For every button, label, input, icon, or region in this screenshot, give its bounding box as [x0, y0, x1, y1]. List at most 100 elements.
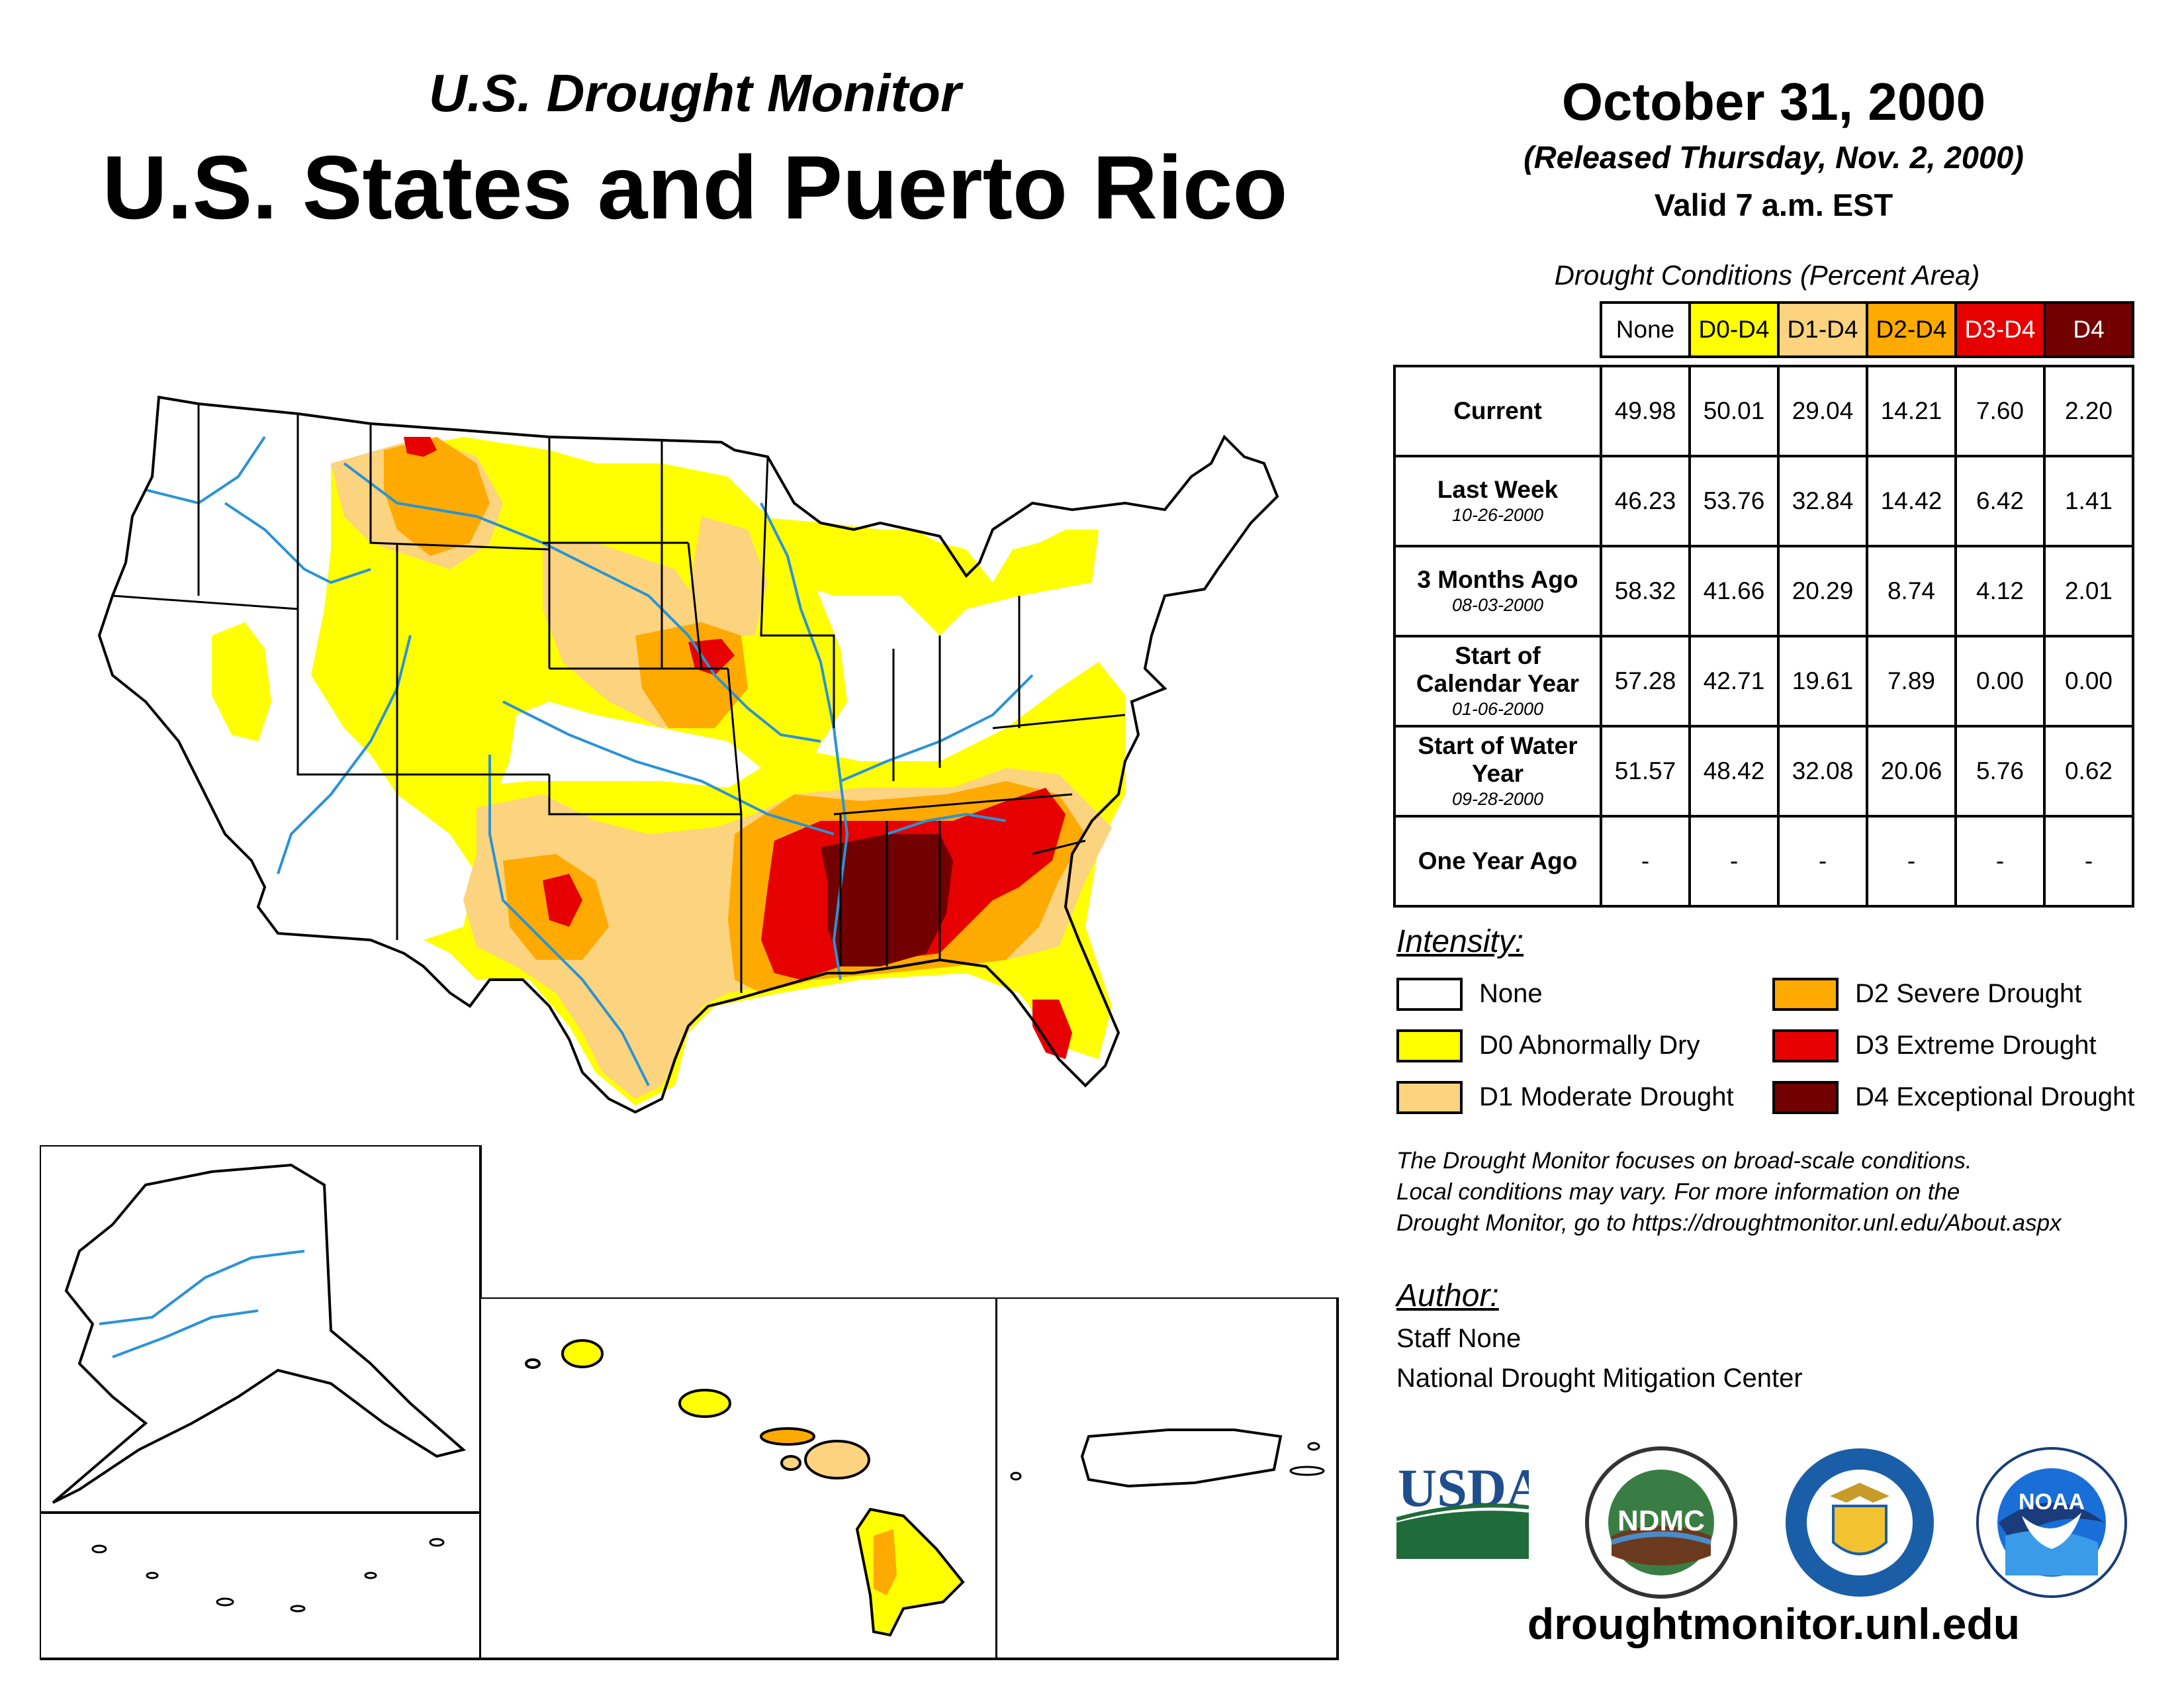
table-cell: 46.23	[1600, 455, 1691, 547]
aleutian-island	[290, 1605, 306, 1613]
conus-map	[97, 395, 1279, 1114]
legend-swatch	[1772, 1081, 1839, 1114]
table-cell: 6.42	[1954, 455, 2046, 547]
row-date: 09-28-2000	[1451, 789, 1544, 809]
table-cell: 0.62	[2043, 725, 2134, 818]
table-cell: 57.28	[1600, 635, 1691, 727]
col-header-d4: D4	[2043, 301, 2134, 358]
table-cell: 20.06	[1866, 725, 1957, 818]
legend-swatch	[1772, 1029, 1839, 1062]
table-cell: -	[1777, 815, 1868, 908]
note-line-link[interactable]: Drought Monitor, go to https://droughtmo…	[1396, 1210, 2062, 1236]
legend-label: D3 Extreme Drought	[1855, 1031, 2097, 1060]
island-niihau	[525, 1358, 541, 1369]
river-mississippi	[760, 502, 849, 980]
row-label-text: One Year Ago	[1418, 847, 1578, 874]
legend-swatch	[1772, 978, 1839, 1011]
table-body: Current 49.98 50.01 29.04 14.21 7.60 2.20 Last …	[1393, 365, 2134, 908]
row-label-text: Start of Water Year	[1418, 732, 1578, 787]
table-row: Start of Calendar Year 01-06-2000 57.28 42.…	[1393, 635, 2134, 727]
row-label-text: Start of Calendar Year	[1416, 642, 1580, 697]
col-header-d0-d4: D0-D4	[1688, 301, 1780, 358]
table-cell: 32.08	[1777, 725, 1868, 818]
row-label-text: Last Week	[1437, 476, 1559, 503]
table-cell: 7.60	[1954, 365, 2046, 457]
col-header-d1-d4: D1-D4	[1777, 301, 1868, 358]
author-name: Staff None	[1396, 1324, 1522, 1353]
river-kuskokwim	[112, 1309, 259, 1358]
alaska-inset	[40, 1145, 482, 1660]
noaa-logo-text: NOAA	[2019, 1489, 2085, 1515]
d0-nevada-patch	[212, 622, 271, 741]
island-oahu	[678, 1389, 731, 1418]
map-date: October 31, 2000	[1561, 72, 1986, 131]
river-colorado	[277, 635, 412, 874]
table-cell: -	[1600, 815, 1691, 908]
ndmc-logo: NDMC	[1585, 1446, 1737, 1599]
note-line: The Drought Monitor focuses on broad-sca…	[1396, 1148, 1972, 1174]
release-date: (Released Thursday, Nov. 2, 2000)	[1524, 140, 2024, 175]
table-cell: 8.74	[1866, 545, 1957, 637]
conus-outline	[97, 395, 1279, 1114]
table-caption: Drought Conditions (Percent Area)	[1554, 259, 1980, 291]
table-row: 3 Months Ago 08-03-2000 58.32 41.66 20.29 8.7…	[1393, 545, 2134, 637]
row-label: 3 Months Ago 08-03-2000	[1393, 545, 1602, 637]
river-rio-grande	[488, 755, 650, 1086]
legend-label: None	[1479, 979, 1543, 1008]
row-label: Current	[1393, 365, 1602, 457]
usda-logo: USDA	[1396, 1460, 1529, 1559]
table-cell: 53.76	[1688, 455, 1780, 547]
aleutian-island	[364, 1571, 377, 1579]
aleutian-island	[91, 1544, 107, 1554]
col-header-none: None	[1600, 301, 1691, 358]
usda-logo-text: USDA	[1398, 1460, 1529, 1518]
drought-stats-table: None D0-D4 D1-D4 D2-D4 D3-D4 D4 Current 4…	[1393, 301, 2134, 908]
row-date: 01-06-2000	[1451, 699, 1544, 719]
table-cell: 14.42	[1866, 455, 1957, 547]
table-cell: -	[1954, 815, 2046, 908]
row-date: 08-03-2000	[1451, 595, 1544, 615]
legend-swatch	[1396, 1081, 1463, 1114]
row-label-text: 3 Months Ago	[1417, 566, 1578, 593]
col-header-d3-d4: D3-D4	[1954, 301, 2046, 358]
island-vieques	[1289, 1466, 1325, 1476]
d3-montana-dot	[404, 437, 437, 457]
row-label: Start of Calendar Year 01-06-2000	[1393, 635, 1602, 727]
website-link[interactable]: droughtmonitor.unl.edu	[1527, 1599, 2021, 1648]
legend-swatch	[1396, 1029, 1463, 1062]
table-cell: 2.20	[2043, 365, 2134, 457]
aleutian-island	[216, 1597, 234, 1607]
table-cell: 4.12	[1954, 545, 2046, 637]
row-date: 10-26-2000	[1451, 505, 1544, 525]
table-cell: 1.41	[2043, 455, 2134, 547]
map-subtitle: U.S. Drought Monitor	[428, 64, 962, 122]
island-hawaii-d2	[874, 1529, 897, 1595]
aleutian-island	[146, 1571, 159, 1579]
col-header-d2-d4: D2-D4	[1866, 301, 1957, 358]
island-puerto-rico	[1080, 1429, 1283, 1488]
state-borders	[112, 404, 1126, 993]
table-cell: 51.57	[1600, 725, 1691, 818]
table-gap-row	[1394, 357, 2133, 367]
noaa-logo: NOAA	[1976, 1447, 2127, 1598]
table-cell: 50.01	[1688, 365, 1780, 457]
d2-montana	[384, 437, 490, 556]
table-header-row: None D0-D4 D1-D4 D2-D4 D3-D4 D4	[1394, 301, 2134, 358]
river-missouri	[343, 462, 821, 743]
legend-label: D0 Abnormally Dry	[1479, 1031, 1700, 1060]
valid-time: Valid 7 a.m. EST	[1654, 187, 1893, 222]
island-molokai	[760, 1427, 815, 1446]
island-lanai	[780, 1455, 801, 1471]
ndmc-logo-text: NDMC	[1617, 1505, 1705, 1537]
row-label: Last Week 10-26-2000	[1393, 455, 1602, 547]
island-maui	[804, 1440, 870, 1479]
legend-label: D1 Moderate Drought	[1479, 1082, 1734, 1111]
map-title: U.S. States and Puerto Rico	[102, 137, 1288, 238]
table-row: Start of Water Year 09-28-2000 51.57 48.42 3…	[1393, 725, 2134, 818]
hawaii-inset	[480, 1297, 998, 1660]
river-snake	[224, 502, 371, 585]
island-culebra	[1307, 1442, 1320, 1451]
puerto-rico-inset	[996, 1297, 1339, 1660]
table-cell: 0.00	[2043, 635, 2134, 727]
island-kauai	[561, 1339, 604, 1368]
